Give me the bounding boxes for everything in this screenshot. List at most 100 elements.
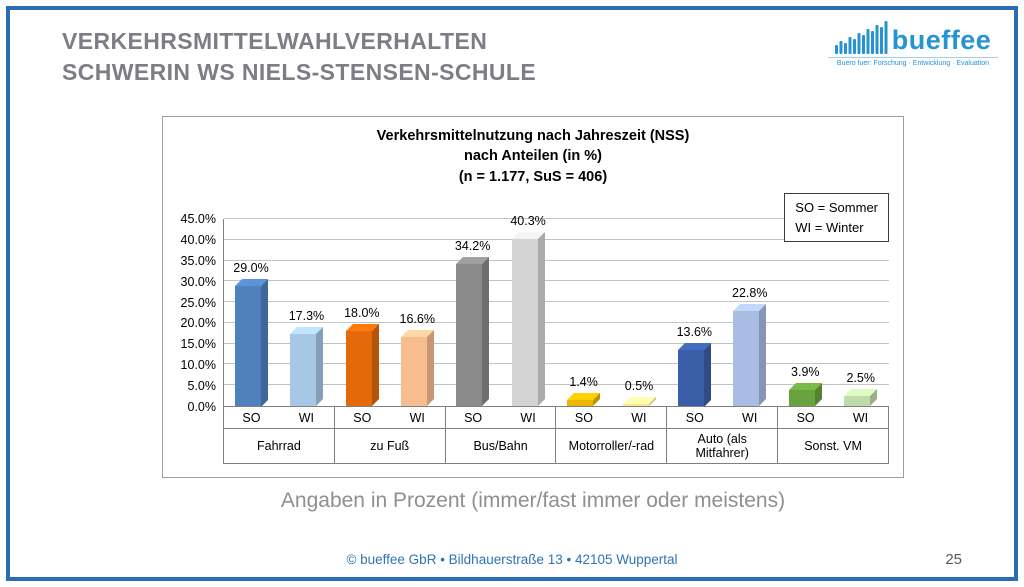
bar-value-label: 40.3% [510, 213, 546, 228]
slide-title: VERKEHRSMITTELWAHLVERHALTEN SCHWERIN WS … [62, 26, 536, 88]
y-tick-label: 5.0% [187, 379, 217, 394]
bar-value-label: 34.2% [454, 238, 491, 253]
gridline [224, 321, 889, 323]
bar-slot: 0.5% [612, 219, 667, 406]
plot-wrap: 0.0% 5.0% 10.0% 15.0% 20.0% 25.0% 30.0% 35.0% 40… [169, 212, 889, 414]
series-tick-label: WI [409, 411, 425, 425]
logo-tagline: Buero fuer: Forschung · Entwicklung · Ev… [828, 57, 998, 67]
category-label: Bus/Bahn [473, 438, 528, 453]
y-tick-label: 10.0% [180, 358, 216, 373]
category-label: Motorroller/-rad [568, 438, 655, 453]
bar-wi-2 [400, 337, 427, 406]
axis-category-column: SO WI zu Fuß [334, 407, 446, 463]
y-tick-label: 30.0% [180, 274, 216, 289]
chart-title: Verkehrsmittelnutzung nach Jahreszeit (N… [163, 126, 903, 187]
gridline [224, 259, 889, 261]
bar-value-label: 3.9% [791, 364, 820, 379]
equalizer-bars-icon [834, 21, 888, 54]
legend-line-so: SO = Sommer [795, 200, 878, 215]
bars-container: 29.0% 17.3% 18.0% 16.6% 34.2% 40.3% 1.4% 0.5% 13… [224, 214, 889, 406]
category-group: 3.9% 2.5% [778, 219, 889, 406]
gridline [224, 301, 889, 303]
y-tick-label: 15.0% [180, 337, 216, 352]
bar-so-5 [678, 349, 705, 406]
series-tick-label: WI [852, 411, 869, 425]
category-group: 34.2% 40.3% [446, 214, 557, 406]
bar-so-6 [788, 389, 815, 406]
category-label: Fahrrad [257, 438, 301, 453]
bar-value-label: 18.0% [344, 306, 380, 321]
bar-value-label: 16.6% [399, 312, 435, 327]
y-tick-label: 0.0% [187, 400, 217, 414]
y-tick-label: 25.0% [180, 295, 216, 310]
legend-line-wi: WI = Winter [795, 219, 864, 235]
chart-caption: Angaben in Prozent (immer/fast immer ode… [280, 489, 786, 512]
chart-legend: SO = Sommer WI = Winter [784, 193, 889, 242]
slide-title-line-2: SCHWERIN WS NIELS-STENSEN-SCHULE [62, 59, 537, 86]
series-tick-label: WI [742, 411, 758, 425]
bar-wi-5 [733, 311, 760, 406]
chart-title-line-2: nach Anteilen (in %) [463, 148, 603, 165]
bar-slot: 17.3% [279, 219, 334, 406]
chart: Verkehrsmittelnutzung nach Jahreszeit (N… [162, 116, 904, 478]
chart-title-line-3: (n = 1.177, SuS = 406) [458, 168, 608, 185]
bar-value-label: 0.5% [624, 378, 654, 393]
bar-slot: 29.0% [224, 219, 279, 406]
bar-slot: 34.2% [446, 219, 501, 406]
y-tick-label: 45.0% [180, 212, 216, 226]
gridline [224, 218, 889, 219]
axis-category-column: SO WI Sonst. VM [778, 407, 889, 463]
bar-value-label: 1.4% [569, 375, 598, 390]
slide: VERKEHRSMITTELWAHLVERHALTEN SCHWERIN WS … [6, 6, 1018, 581]
axis-category-column: SO WI Auto (als Mitfahrer) [667, 407, 779, 463]
plot-area: 29.0% 17.3% 18.0% 16.6% 34.2% 40.3% 1.4% 0.5% 13… [223, 214, 889, 407]
axis-category-column: SO WI Bus/Bahn [445, 407, 557, 463]
bar-slot: 1.4% [556, 219, 611, 406]
bar-so-3 [456, 263, 483, 406]
bar-wi-1 [290, 334, 317, 406]
category-group: 13.6% 22.8% [667, 219, 778, 406]
axis-category-column: SO WI Motorroller/-rad [556, 407, 668, 463]
bueffee-logo: bueffee Buero fuer: Forschung · Entwickl… [828, 18, 998, 67]
bar-value-label: 29.0% [233, 260, 269, 275]
chart-title-line-1: Verkehrsmittelnutzung nach Jahreszeit (N… [376, 128, 690, 144]
bar-so-2 [345, 331, 372, 406]
bar-slot: 16.6% [390, 219, 445, 406]
bar-wi-4 [622, 403, 649, 406]
bar-value-label: 2.5% [846, 370, 875, 385]
axis-category-column: SO WI Fahrrad [223, 407, 335, 463]
footer-text: © bueffee GbR • Bildhauerstraße 13 • 421… [346, 552, 678, 567]
gridline [224, 363, 889, 365]
series-tick-label: SO [353, 411, 372, 425]
bar-value-label: 13.6% [676, 324, 713, 339]
gridline [224, 238, 889, 240]
category-group: 18.0% 16.6% [335, 219, 446, 406]
bar-slot: 18.0% [335, 219, 390, 406]
gridline [224, 384, 889, 386]
x-axis: SO WI Fahrrad SO WI zu Fuß SO WI Bus/Bahn SO WI Mot… [223, 407, 889, 464]
logo-text: bueffee [891, 25, 992, 55]
category-group: 29.0% 17.3% [224, 219, 335, 406]
bar-slot: 40.3% [501, 214, 556, 406]
series-tick-label: SO [685, 411, 704, 425]
series-tick-label: SO [464, 411, 483, 425]
bar-so-1 [234, 285, 261, 406]
gridline [224, 342, 889, 344]
series-tick-label: WI [298, 411, 315, 425]
bar-value-label: 17.3% [288, 309, 325, 324]
bar-wi-6 [844, 395, 871, 406]
category-label: Sonst. VM [804, 438, 862, 453]
gridline [224, 280, 889, 282]
series-tick-label: WI [631, 411, 647, 425]
y-tick-label: 40.0% [180, 232, 216, 247]
series-tick-label: WI [520, 411, 536, 425]
bar-wi-3 [511, 238, 538, 406]
series-tick-label: SO [242, 411, 261, 425]
category-label: Auto (als Mitfahrer) [695, 431, 749, 460]
bar-so-4 [567, 400, 594, 406]
bar-slot: 22.8% [723, 219, 778, 406]
bar-slot: 2.5% [834, 219, 889, 406]
bar-slot: 3.9% [778, 219, 833, 406]
y-axis: 0.0% 5.0% 10.0% 15.0% 20.0% 25.0% 30.0% 35.0% 40… [169, 212, 223, 414]
y-tick-label: 35.0% [180, 253, 216, 268]
